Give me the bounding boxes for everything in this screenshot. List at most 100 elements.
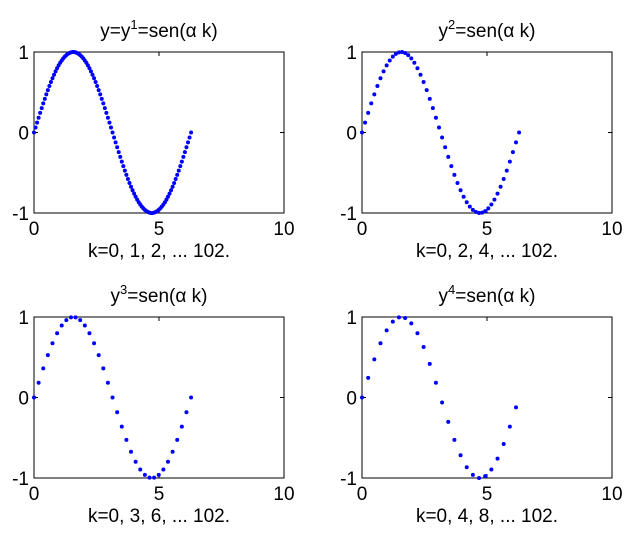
subplot-title: y2=sen(α k): [439, 17, 536, 42]
data-point: [492, 197, 497, 202]
data-point: [73, 315, 78, 320]
data-point: [115, 410, 120, 415]
x-tick-label: 10: [601, 219, 622, 240]
data-point: [412, 60, 417, 65]
data-point: [501, 177, 506, 182]
data-point: [381, 69, 386, 74]
y-tick-label: 0: [346, 124, 357, 145]
data-point: [133, 459, 138, 464]
data-point: [507, 424, 512, 429]
data-point: [169, 188, 174, 193]
data-point: [189, 130, 194, 135]
data-point: [170, 184, 175, 189]
data-point: [113, 140, 118, 145]
data-point: [483, 209, 488, 214]
data-point: [372, 92, 377, 97]
y-tick-label: -1: [340, 469, 357, 490]
data-point: [507, 159, 512, 164]
data-point: [36, 115, 41, 120]
data-point: [35, 120, 40, 125]
x-tick-label: 10: [273, 484, 294, 505]
data-point: [115, 145, 120, 150]
data-point: [121, 164, 126, 169]
data-point: [449, 164, 454, 169]
data-point: [78, 318, 83, 323]
data-point: [156, 472, 161, 477]
x-tick-label: 5: [154, 484, 165, 505]
data-point: [464, 200, 469, 205]
data-point: [517, 130, 522, 135]
x-axis-label: k=0, 1, 2, ... 102.: [88, 241, 230, 262]
data-point: [102, 106, 107, 111]
data-point: [366, 110, 371, 115]
data-point: [129, 449, 134, 454]
data-point: [175, 172, 180, 177]
data-point: [170, 449, 175, 454]
data-point: [129, 184, 134, 189]
data-point: [182, 150, 187, 155]
data-point: [495, 456, 500, 461]
data-point: [387, 58, 392, 63]
data-point: [430, 106, 435, 111]
data-point: [161, 467, 166, 472]
y-tick-label: 0: [18, 389, 29, 410]
data-point: [504, 168, 509, 173]
x-axis-label: k=0, 4, 8, ... 102.: [416, 506, 558, 527]
data-point: [433, 380, 438, 385]
x-tick-label: 10: [601, 484, 622, 505]
data-point: [105, 115, 110, 120]
data-point: [458, 453, 463, 458]
data-point: [433, 115, 438, 120]
axes-frame: [33, 316, 285, 479]
data-point: [92, 341, 97, 346]
data-point: [403, 50, 408, 55]
data-point: [132, 191, 137, 196]
x-tick-label: 5: [482, 484, 493, 505]
data-point: [366, 375, 371, 380]
data-point: [498, 184, 503, 189]
data-point: [47, 83, 52, 88]
data-point: [415, 66, 420, 71]
data-point: [396, 315, 401, 320]
data-point: [99, 96, 104, 101]
data-point: [378, 76, 383, 81]
data-point: [122, 168, 127, 173]
data-point: [173, 177, 178, 182]
data-point: [110, 395, 115, 400]
subplot-title: y4=sen(α k): [439, 282, 536, 307]
data-point: [446, 154, 451, 159]
data-point: [470, 207, 475, 212]
data-point: [187, 135, 192, 140]
y-tick-label: 1: [346, 43, 357, 64]
data-point: [179, 424, 184, 429]
data-point: [403, 315, 408, 320]
y-tick-label: 1: [18, 308, 29, 329]
x-tick-label: 0: [357, 219, 368, 240]
data-point: [59, 323, 64, 328]
data-point: [477, 210, 482, 215]
data-point: [421, 80, 426, 85]
data-point: [138, 467, 143, 472]
data-point: [48, 80, 53, 85]
data-point: [127, 180, 132, 185]
data-point: [172, 180, 177, 185]
data-point: [452, 172, 457, 177]
data-point: [480, 210, 485, 215]
data-point: [372, 357, 377, 362]
data-point: [369, 101, 374, 106]
y-tick-label: 1: [346, 308, 357, 329]
data-point: [105, 380, 110, 385]
data-point: [424, 88, 429, 93]
data-point: [41, 101, 46, 106]
data-point: [375, 83, 380, 88]
x-axis-label: k=0, 3, 6, ... 102.: [88, 506, 230, 527]
data-point: [437, 125, 441, 130]
data-point: [44, 92, 49, 97]
data-point: [96, 353, 101, 358]
data-point: [55, 331, 60, 336]
data-point: [82, 323, 87, 328]
data-point: [88, 69, 93, 74]
data-point: [36, 380, 41, 385]
